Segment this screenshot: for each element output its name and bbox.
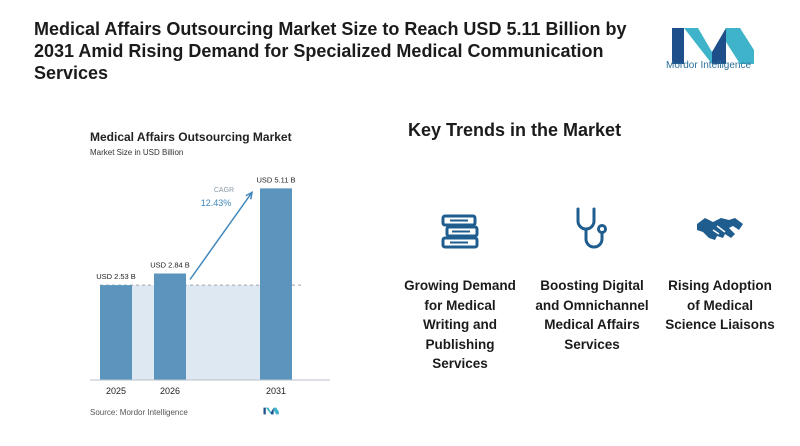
- trends-title: Key Trends in the Market: [408, 120, 622, 140]
- chart-title: Medical Affairs Outsourcing Market: [90, 130, 292, 144]
- handshake-icon: [697, 218, 743, 240]
- chart-source: Source: Mordor Intelligence: [90, 408, 188, 417]
- trend-label: Boosting Digital and Omnichannel Medical…: [535, 278, 649, 352]
- cagr-value: 12.43%: [201, 198, 232, 208]
- page-title: Medical Affairs Outsourcing Market Size …: [34, 19, 627, 83]
- bar-2026: [154, 273, 186, 380]
- books-icon: [441, 214, 479, 249]
- data-label: USD 2.84 B: [150, 261, 190, 270]
- brand-name: Mordor Intelligence: [666, 60, 752, 71]
- cagr-arrow-head: [245, 190, 253, 200]
- trend-label: Rising Adoption of Medical Science Liais…: [665, 278, 775, 332]
- mordor-mini-logo-icon: [263, 407, 279, 415]
- cagr-arrow: [189, 191, 253, 280]
- cagr-label: CAGR: [214, 187, 234, 194]
- trend-item-msl: Rising Adoption of Medical Science Liais…: [660, 200, 780, 335]
- market-size-chart: USD 2.53 B 2025 USD 2.84 B 2026 USD 5.11 B 20…: [90, 175, 330, 396]
- data-label: USD 2.53 B: [96, 272, 136, 281]
- trend-item-writing: Growing Demand for Medical Writing and P…: [400, 200, 520, 374]
- mordor-logo-icon: [672, 28, 754, 64]
- trend-label: Growing Demand for Medical Writing and P…: [404, 278, 516, 371]
- bar-2031: [260, 188, 292, 380]
- x-tick-label: 2031: [266, 386, 286, 396]
- x-tick-label: 2025: [106, 386, 126, 396]
- chart-subtitle: Market Size in USD Billion: [90, 148, 184, 157]
- x-tick-label: 2026: [160, 386, 180, 396]
- data-label: USD 5.11 B: [256, 175, 295, 184]
- stethoscope-icon: [576, 207, 607, 249]
- bar-2025: [100, 285, 132, 380]
- trend-item-digital: Boosting Digital and Omnichannel Medical…: [532, 200, 652, 354]
